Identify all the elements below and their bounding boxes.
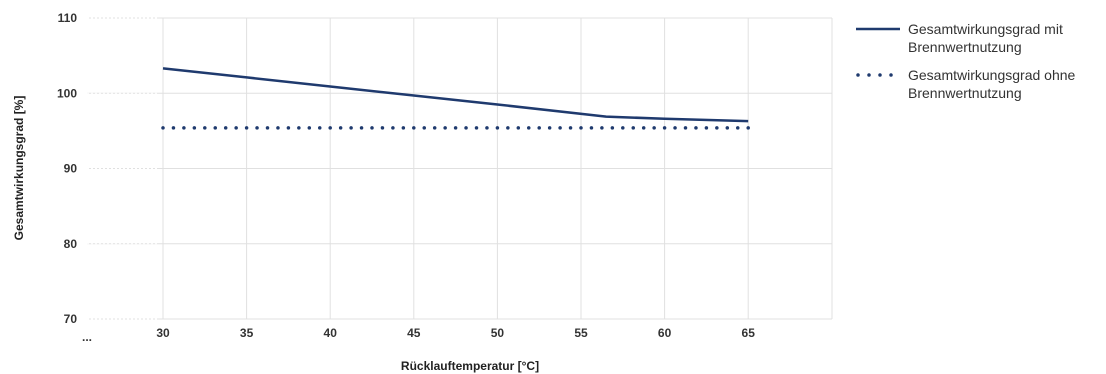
grid-lines: [87, 17, 833, 320]
y-tick-label: 100: [57, 86, 77, 100]
x-axis-break-label: ...: [82, 330, 92, 344]
y-tick-label: 90: [64, 162, 78, 176]
x-tick-label: 60: [658, 326, 672, 340]
legend-label-mit: Gesamtwirkungsgrad mit Brennwertnutzung: [908, 21, 1063, 55]
legend-item-mit: Gesamtwirkungsgrad mit Brennwertnutzung: [856, 20, 1101, 56]
series-line-1: [162, 67, 749, 123]
y-axis-ticks: 70 80 90 100 110: [57, 11, 77, 326]
x-tick-label: 30: [156, 326, 170, 340]
y-tick-label: 80: [64, 237, 78, 251]
x-tick-label: 55: [574, 326, 588, 340]
legend-item-ohne: Gesamtwirkungsgrad ohne Brennwertnutzung: [856, 66, 1101, 102]
x-tick-label: 35: [240, 326, 254, 340]
x-tick-label: 50: [491, 326, 505, 340]
x-axis-ticks: 30 35 40 45 50 55 60 65: [156, 326, 755, 340]
legend-dotted-line-icon: [856, 73, 900, 77]
x-tick-label: 65: [742, 326, 756, 340]
x-tick-label: 40: [324, 326, 338, 340]
y-axis-title: Gesamtwirkungsgrad [%]: [12, 96, 26, 241]
series-lines: [161, 67, 750, 130]
legend: Gesamtwirkungsgrad mit Brennwertnutzung …: [856, 20, 1101, 112]
x-axis-title: Rücklauftemperatur [°C]: [401, 359, 539, 373]
x-tick-label: 45: [407, 326, 421, 340]
y-tick-label: 70: [64, 312, 78, 326]
y-tick-label: 110: [58, 11, 78, 25]
legend-label-ohne: Gesamtwirkungsgrad ohne Brennwertnutzung: [908, 67, 1076, 101]
legend-solid-line-icon: [856, 27, 900, 31]
